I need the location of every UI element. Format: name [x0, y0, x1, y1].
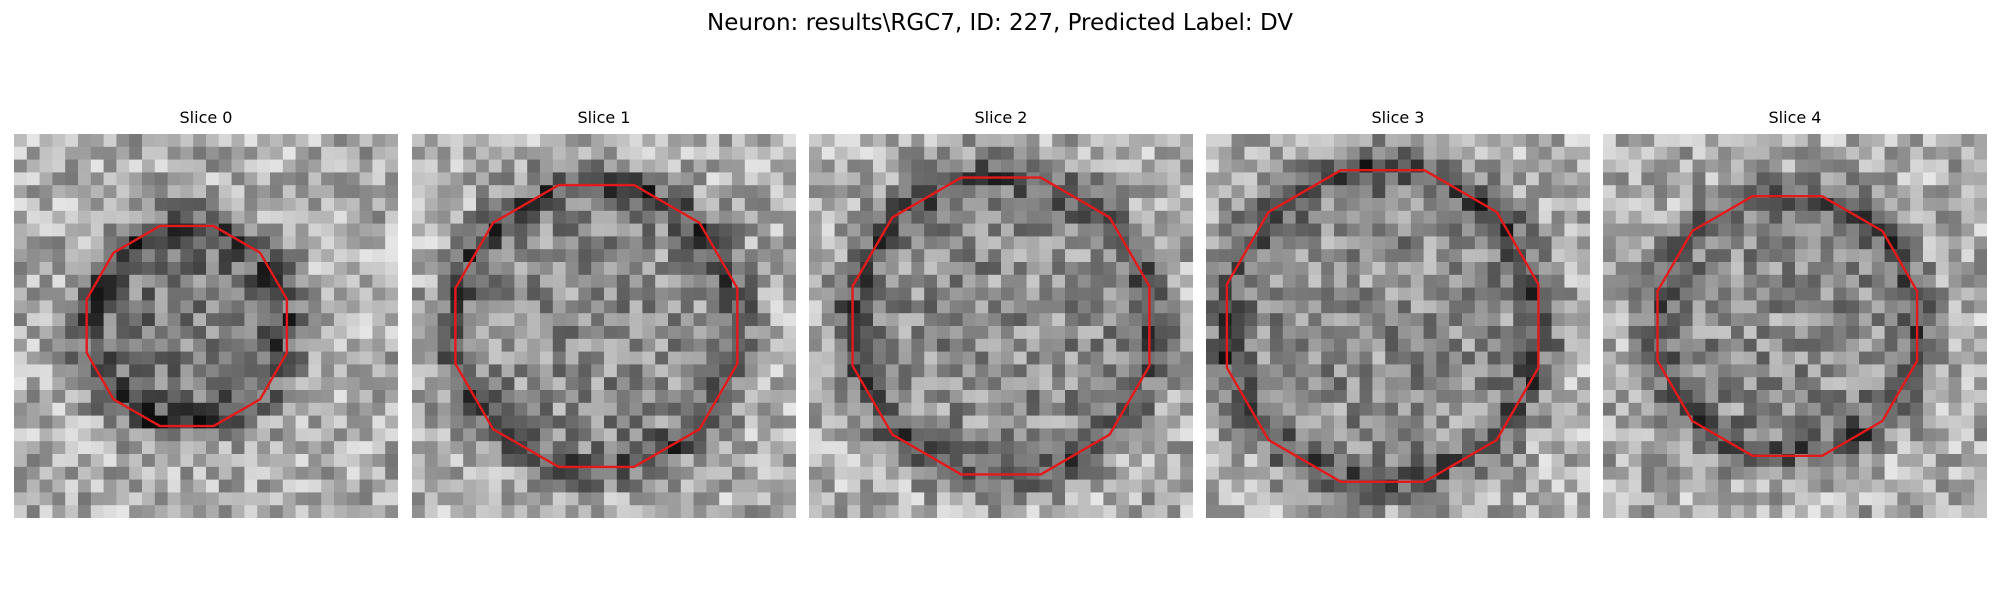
cell-contour	[85, 224, 289, 428]
slice-image-4	[1603, 134, 1987, 518]
slice-panel-2: Slice 2	[809, 108, 1193, 518]
cell-contour	[851, 176, 1151, 476]
slice-image-0	[14, 134, 398, 518]
slice-title-4: Slice 4	[1768, 108, 1822, 127]
pixel-grid	[1603, 134, 1987, 518]
cell-contour	[1225, 169, 1540, 483]
slice-panel-0: Slice 0	[14, 108, 398, 518]
pixel-grid	[14, 134, 398, 518]
slice-image-3	[1206, 134, 1590, 518]
cell-contour	[1656, 195, 1919, 457]
cell-contour	[454, 183, 739, 469]
slice-image-1	[412, 134, 796, 518]
pixel-grid	[1206, 134, 1590, 518]
slice-title-2: Slice 2	[974, 108, 1028, 127]
slice-image-2	[809, 134, 1193, 518]
pixel-grid	[412, 134, 796, 518]
slice-panel-1: Slice 1	[412, 108, 796, 518]
figure-title: Neuron: results\RGC7, ID: 227, Predicted…	[706, 10, 1294, 36]
slice-title-0: Slice 0	[179, 108, 233, 127]
slice-panel-3: Slice 3	[1206, 108, 1590, 518]
slice-title-1: Slice 1	[577, 108, 631, 127]
slice-panel-4: Slice 4	[1603, 108, 1987, 518]
slice-title-3: Slice 3	[1371, 108, 1425, 127]
pixel-grid	[809, 134, 1193, 518]
